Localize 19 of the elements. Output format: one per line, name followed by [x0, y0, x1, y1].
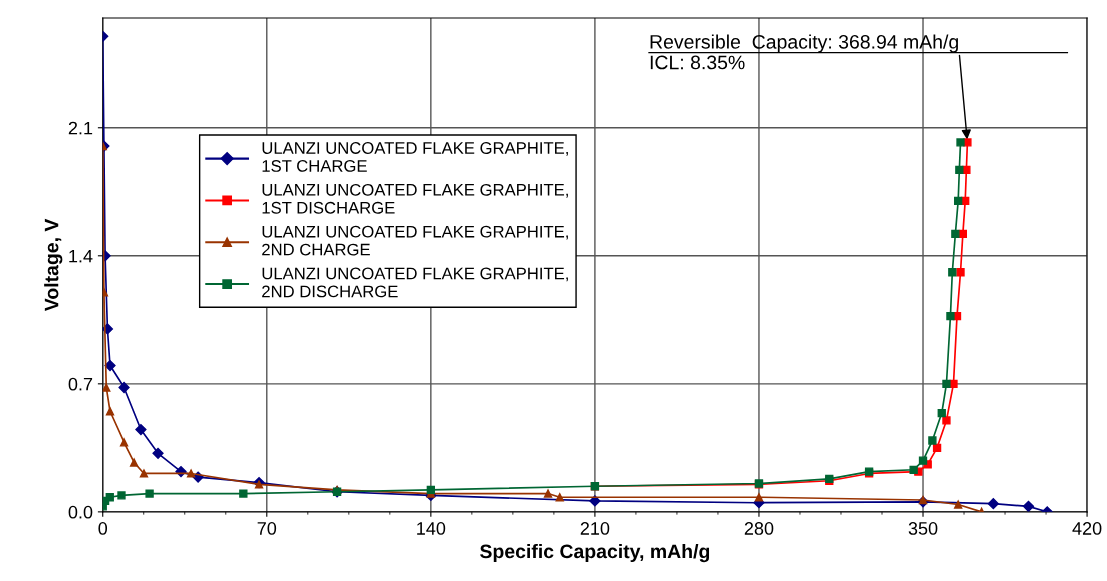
y-tick-label: 0.0 — [68, 505, 93, 519]
y-tick-label: 1.4 — [69, 249, 93, 263]
annotation: Reversible Capacity: 368.94 mAh/g — [650, 34, 958, 53]
x-tick-label: 280 — [744, 522, 774, 535]
y-axis-title: Voltage, V — [44, 218, 63, 312]
x-axis-title: Specific Capacity, mAh/g — [480, 543, 710, 563]
x-tick-label: 0 — [98, 522, 108, 535]
x-tick-label: 140 — [417, 522, 446, 535]
legend-label: ULANZI UNCOATED FLAKE GRAPHITE, 2ND CHARGE — [262, 225, 568, 256]
legend-label: ULANZI UNCOATED FLAKE GRAPHITE, 1ST CHARGE — [262, 142, 568, 172]
legend-label: ULANZI UNCOATED FLAKE GRAPHITE, 1ST DISCHARGE — [262, 183, 568, 214]
y-tick-label: 0.7 — [68, 377, 93, 391]
x-tick-label: 420 — [1072, 522, 1102, 535]
x-tick-label: 210 — [580, 522, 610, 535]
x-tick-label: 70 — [257, 522, 277, 535]
x-tick-label: 350 — [908, 522, 938, 535]
annotation: ICL: 8.35% — [650, 55, 745, 70]
y-tick-label: 2.1 — [68, 121, 93, 135]
legend-label: ULANZI UNCOATED FLAKE GRAPHITE, 2ND DISCHARGE — [262, 267, 568, 298]
